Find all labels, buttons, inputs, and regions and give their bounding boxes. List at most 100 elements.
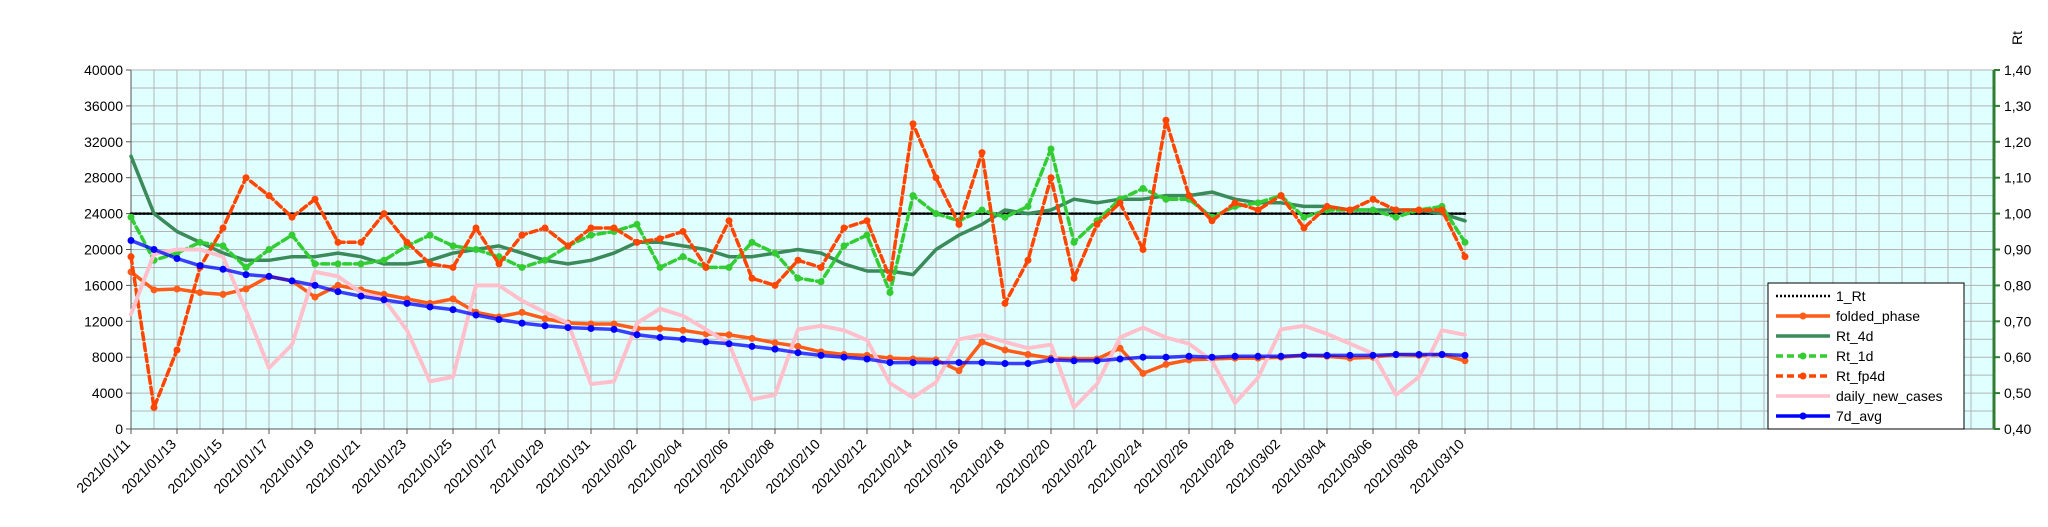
y-right-tick-label: 1,10 — [2004, 170, 2031, 186]
data-point-rt-1d — [1047, 145, 1055, 153]
data-point-folded-phase — [955, 367, 963, 375]
data-point-rt-1d — [311, 260, 319, 268]
data-point-folded-phase — [196, 289, 204, 297]
data-point-rt-fp4d — [1047, 174, 1055, 182]
data-point-rt-1d — [334, 260, 342, 268]
data-point-rt-1d — [633, 220, 641, 228]
data-point-7d-avg — [771, 345, 779, 353]
data-point-7d-avg — [495, 316, 503, 324]
data-point-7d-avg — [1139, 353, 1147, 361]
data-point-7d-avg — [1369, 351, 1377, 359]
data-point-rt-fp4d — [679, 228, 687, 236]
data-point-rt-fp4d — [334, 238, 342, 246]
data-point-folded-phase — [748, 334, 756, 342]
data-point-folded-phase — [449, 295, 457, 303]
data-point-7d-avg — [242, 271, 250, 279]
data-point-folded-phase — [771, 339, 779, 347]
series-rt-4d — [129, 154, 1467, 277]
data-point-rt-fp4d — [725, 217, 733, 225]
data-point-7d-avg — [518, 319, 526, 327]
data-point-rt-fp4d — [380, 210, 388, 218]
series-line-daily-new-cases — [129, 247, 1467, 410]
data-point-folded-phase — [1162, 360, 1170, 368]
data-point-7d-avg — [334, 288, 342, 296]
data-point-rt-1d — [1300, 213, 1308, 221]
data-point-folded-phase — [1139, 369, 1147, 377]
data-point-rt-1d — [242, 263, 250, 271]
data-point-7d-avg — [196, 262, 204, 270]
data-point-7d-avg — [1162, 353, 1170, 361]
data-point-rt-1d — [472, 246, 480, 253]
data-point-rt-1d — [1392, 213, 1400, 221]
data-point-rt-1d — [1001, 213, 1009, 221]
data-point-rt-1d — [1024, 202, 1032, 210]
data-point-rt-1d — [127, 213, 135, 221]
data-point-7d-avg — [1392, 351, 1400, 359]
data-point-rt-fp4d — [173, 346, 181, 354]
data-point-rt-fp4d — [656, 235, 664, 243]
data-point-7d-avg — [288, 277, 296, 285]
data-point-rt-1d — [518, 263, 526, 271]
data-point-7d-avg — [610, 325, 618, 333]
data-point-7d-avg — [656, 333, 664, 341]
data-point-7d-avg — [955, 359, 963, 367]
data-point-folded-phase — [380, 290, 388, 298]
data-point-7d-avg — [702, 338, 710, 346]
data-point-folded-phase — [334, 281, 342, 289]
data-point-rt-1d — [909, 192, 917, 200]
data-point-rt-fp4d — [472, 224, 480, 232]
data-point-7d-avg — [1277, 352, 1285, 360]
data-point-rt-fp4d — [219, 224, 227, 232]
data-point-rt-fp4d — [633, 238, 641, 246]
series-line-rt-4d — [129, 154, 1467, 277]
data-point-7d-avg — [380, 296, 388, 304]
data-point-rt-fp4d — [587, 224, 595, 232]
legend-marker-7d-avg — [1799, 412, 1807, 420]
y-left-tick-label: 20000 — [84, 242, 123, 258]
data-point-rt-fp4d — [771, 281, 779, 289]
data-point-7d-avg — [1300, 351, 1308, 359]
data-point-rt-fp4d — [1116, 199, 1124, 207]
y-right-tick-label: 0,50 — [2004, 385, 2031, 401]
data-point-7d-avg — [1323, 351, 1331, 359]
data-point-rt-fp4d — [449, 263, 457, 271]
data-point-rt-1d — [587, 231, 595, 239]
data-point-rt-fp4d — [127, 253, 135, 261]
data-point-rt-fp4d — [1254, 206, 1262, 214]
data-point-rt-fp4d — [265, 192, 273, 200]
data-point-7d-avg — [173, 254, 181, 262]
data-point-folded-phase — [1001, 346, 1009, 354]
data-point-rt-fp4d — [909, 120, 917, 128]
data-point-rt-fp4d — [840, 224, 848, 232]
data-point-folded-phase — [219, 290, 227, 298]
legend-label-1-rt: 1_Rt — [1836, 288, 1866, 304]
y-left-tick-label: 24000 — [84, 206, 123, 222]
data-point-rt-1d — [863, 231, 871, 239]
legend-marker-rt-fp4d — [1799, 372, 1807, 380]
data-point-folded-phase — [978, 338, 986, 346]
data-point-rt-fp4d — [403, 238, 411, 246]
data-point-rt-fp4d — [1231, 199, 1239, 207]
data-point-7d-avg — [1346, 351, 1354, 359]
data-point-rt-1d — [978, 206, 986, 214]
data-point-folded-phase — [518, 308, 526, 316]
data-point-7d-avg — [1047, 356, 1055, 364]
data-point-7d-avg — [1001, 359, 1009, 367]
data-point-7d-avg — [1208, 353, 1216, 361]
data-point-rt-1d — [771, 249, 779, 257]
data-point-7d-avg — [150, 246, 158, 253]
legend: 1_Rt folded_phase Rt_4d Rt_1d Rt_fp4d daily_n… — [1767, 282, 1965, 430]
data-point-7d-avg — [909, 359, 917, 367]
data-point-rt-fp4d — [978, 149, 986, 157]
data-point-rt-1d — [357, 260, 365, 268]
data-point-7d-avg — [426, 303, 434, 311]
data-point-7d-avg — [1415, 351, 1423, 359]
data-point-7d-avg — [1024, 359, 1032, 367]
data-point-rt-1d — [219, 242, 227, 250]
data-point-rt-1d — [886, 289, 894, 297]
data-point-rt-1d — [265, 246, 273, 253]
y-right-tick-label: 0,40 — [2004, 421, 2031, 437]
data-point-rt-1d — [196, 238, 204, 246]
data-point-rt-fp4d — [311, 195, 319, 203]
y-right-tick-label: 1,00 — [2004, 206, 2031, 222]
